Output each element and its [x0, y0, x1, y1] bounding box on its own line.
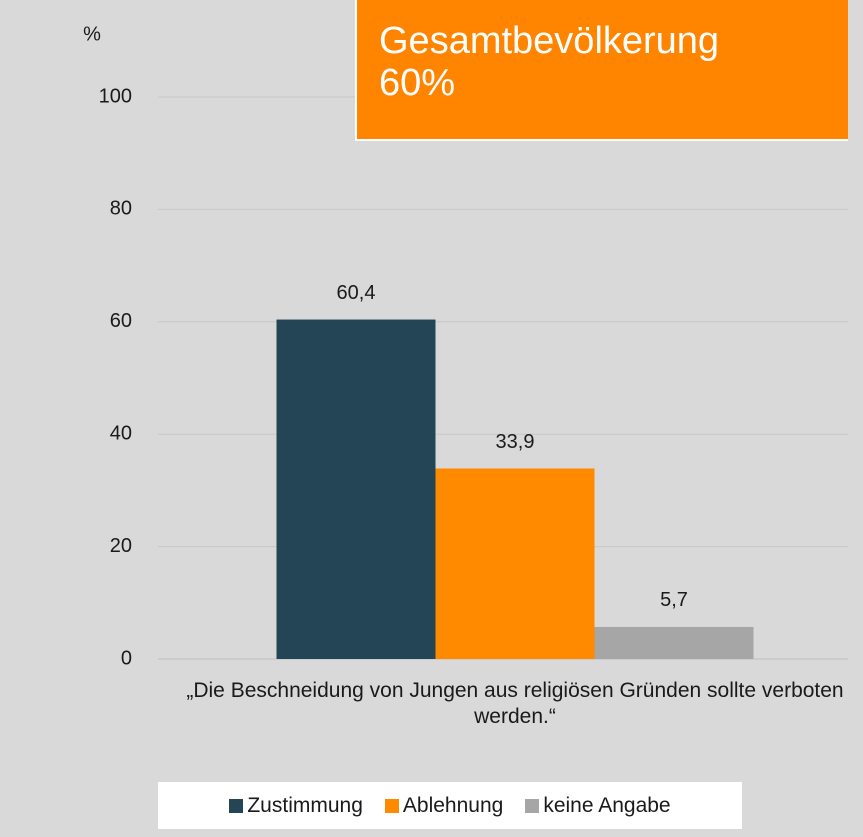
- annotation: Gesamtbevölkerung 60%: [355, 0, 848, 141]
- legend-swatch: [229, 798, 244, 813]
- y-tick-label: 100: [99, 85, 132, 107]
- bar: [276, 319, 436, 659]
- x-tick-label: „Die Beschneidung von Jungen aus religiö…: [186, 679, 844, 728]
- legend-item: Ablehnung: [384, 793, 504, 818]
- legend-label: Ablehnung: [402, 793, 504, 817]
- legend-item: keine Angabe: [525, 793, 671, 818]
- annotation-line: 60%: [379, 62, 456, 104]
- data-label: 33,9: [496, 431, 535, 453]
- bar: [435, 468, 595, 659]
- y-tick-label: 60: [110, 310, 132, 332]
- y-tick-label: 0: [121, 647, 132, 669]
- y-tick-label: 80: [110, 198, 132, 220]
- legend-label: Zustimmung: [247, 793, 363, 817]
- annotation-line: Gesamtbevölkerung: [379, 20, 720, 62]
- y-tick-label: 20: [110, 535, 132, 557]
- legend-item: Zustimmung: [229, 794, 363, 818]
- y-axis-label: %: [83, 23, 101, 45]
- legend-label: keine Angabe: [543, 793, 671, 817]
- y-tick-label: 40: [110, 422, 132, 444]
- legend: Zustimmung Ablehnung keine Angabe: [158, 782, 742, 829]
- legend-swatch: [525, 798, 540, 813]
- data-label: 5,7: [660, 589, 688, 611]
- bar: [594, 626, 754, 659]
- data-label: 60,4: [337, 282, 376, 304]
- legend-swatch: [384, 798, 399, 813]
